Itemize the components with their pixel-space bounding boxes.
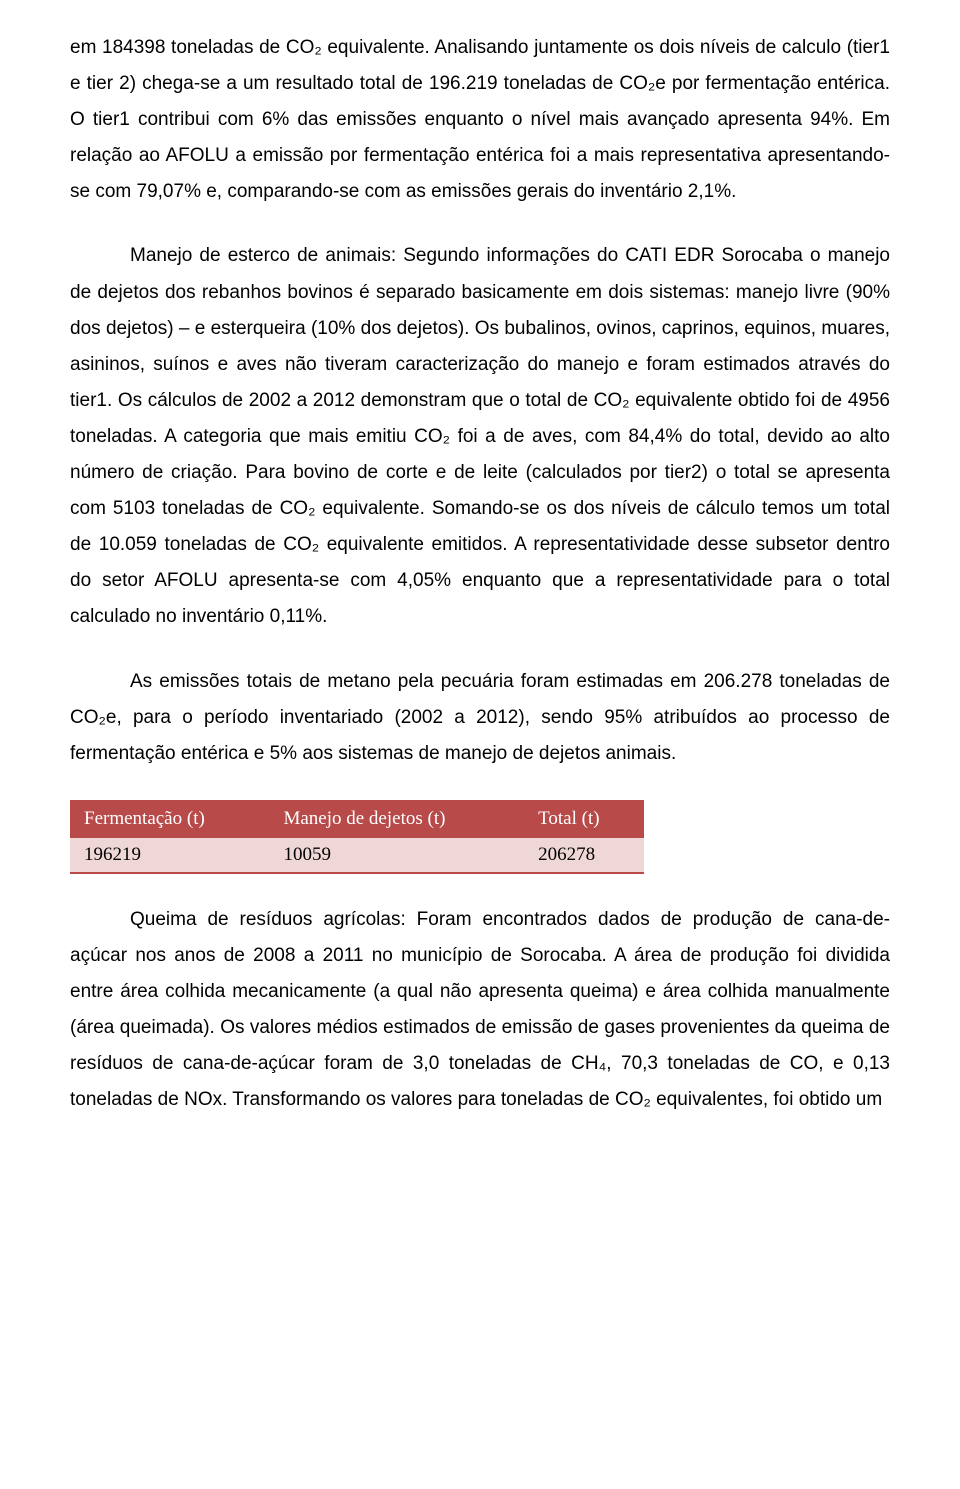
col-fermentacao: Fermentação (t) (70, 800, 269, 838)
paragraph-2: Manejo de esterco de animais: Segundo in… (70, 238, 890, 635)
paragraph-3: As emissões totais de metano pela pecuár… (70, 664, 890, 772)
emissions-table: Fermentação (t) Manejo de dejetos (t) To… (70, 800, 644, 874)
cell-total: 206278 (524, 838, 644, 873)
table-header-row: Fermentação (t) Manejo de dejetos (t) To… (70, 800, 644, 838)
cell-fermentacao: 196219 (70, 838, 269, 873)
cell-manejo: 10059 (269, 838, 524, 873)
paragraph-4: Queima de resíduos agrícolas: Foram enco… (70, 902, 890, 1119)
col-total: Total (t) (524, 800, 644, 838)
col-manejo: Manejo de dejetos (t) (269, 800, 524, 838)
document-page: em 184398 toneladas de CO₂ equivalente. … (0, 0, 960, 1186)
paragraph-1: em 184398 toneladas de CO₂ equivalente. … (70, 30, 890, 210)
table-row: 196219 10059 206278 (70, 838, 644, 873)
